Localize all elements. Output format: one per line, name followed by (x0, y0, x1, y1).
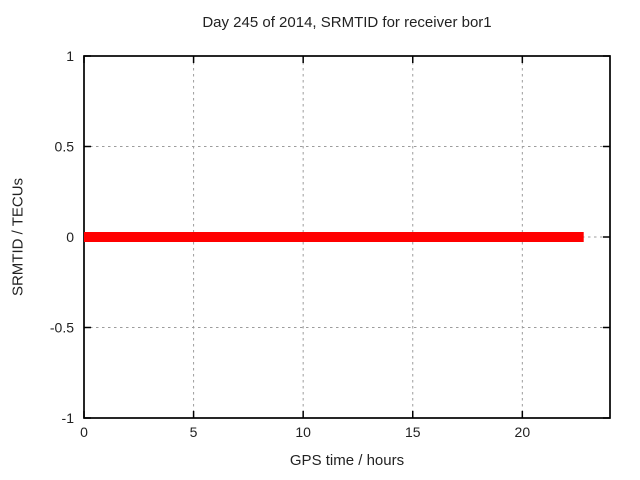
y-tick-label: -0.5 (50, 320, 74, 336)
x-tick-label: 5 (190, 424, 198, 440)
x-tick-label: 0 (80, 424, 88, 440)
x-tick-label: 10 (295, 424, 311, 440)
x-tick-label: 15 (405, 424, 421, 440)
y-tick-label: -1 (62, 410, 75, 426)
y-axis-title: SRMTID / TECUs (9, 177, 27, 297)
chart-title: Day 245 of 2014, SRMTID for receiver bor… (202, 14, 492, 31)
x-tick-label: 20 (515, 424, 531, 440)
y-tick-label: 1 (66, 48, 74, 64)
x-axis-title: GPS time / hours (289, 452, 405, 469)
y-tick-label: 0 (66, 229, 74, 245)
y-tick-label: 0.5 (55, 139, 75, 155)
